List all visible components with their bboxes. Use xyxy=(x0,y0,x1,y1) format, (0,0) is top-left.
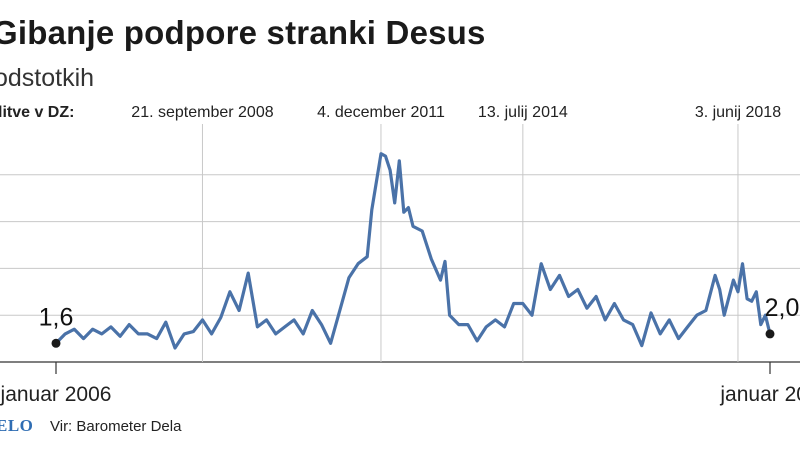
data-point-marker xyxy=(51,338,61,348)
election-label: 4. december 2011 xyxy=(317,104,445,121)
data-label: 2,0 xyxy=(765,294,800,322)
election-label: 13. julij 2014 xyxy=(478,104,568,121)
labels-layer: litve v DZ: 21. september 2008 4. december… xyxy=(0,104,800,406)
chart-title: Gibanje podpore stranki Desus xyxy=(0,14,486,51)
source-note: Vir: Barometer Dela xyxy=(50,418,182,435)
election-row-label: litve v DZ: xyxy=(0,104,74,121)
election-label: 3. junij 2018 xyxy=(695,104,781,121)
data-label: 1,6 xyxy=(39,303,74,331)
series-line xyxy=(54,152,772,350)
x-tick-label: januar 201 xyxy=(719,383,800,406)
grid-layer xyxy=(0,174,800,374)
publisher-logo: ELO xyxy=(0,416,34,435)
data-point-marker xyxy=(765,329,775,339)
series-layer xyxy=(54,152,772,350)
election-label: 21. september 2008 xyxy=(131,104,273,121)
x-tick-label: januar 2006 xyxy=(0,383,111,406)
chart-subtitle: odstotkih xyxy=(0,64,95,92)
